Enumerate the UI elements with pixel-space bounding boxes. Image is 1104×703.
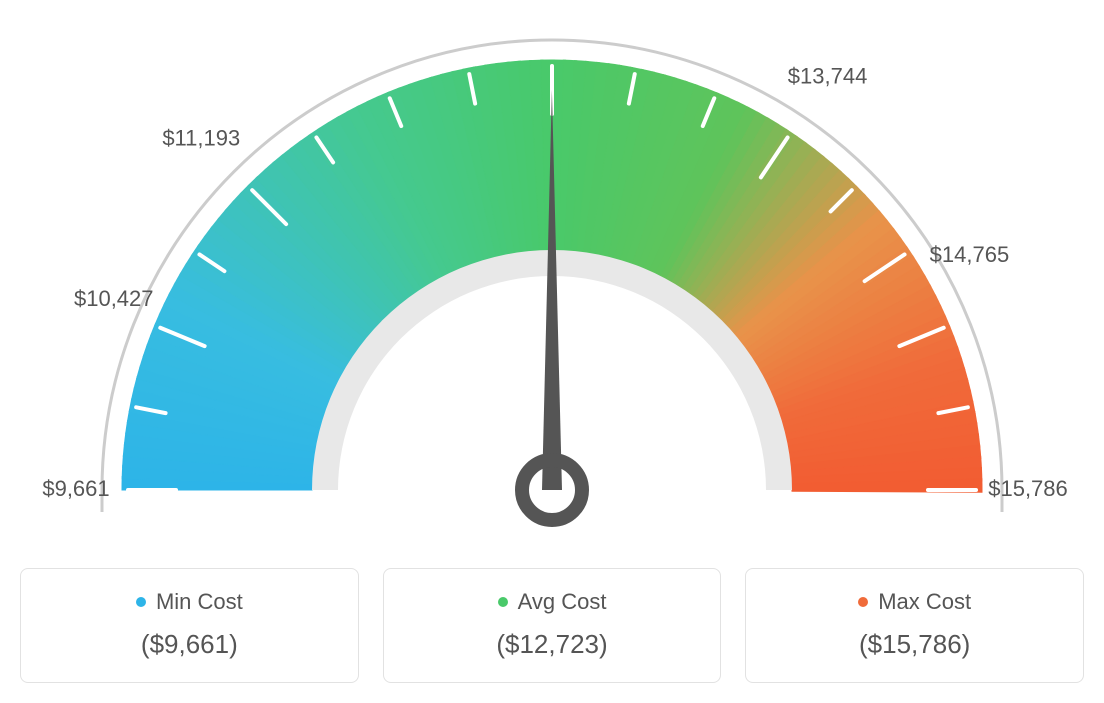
legend-max-dot (858, 597, 868, 607)
gauge-tick-label: $15,786 (988, 476, 1068, 501)
gauge-tick-label: $11,193 (162, 125, 240, 150)
legend-avg-dot (498, 597, 508, 607)
legend-max-label: Max Cost (878, 589, 971, 615)
legend-min-box: Min Cost ($9,661) (20, 568, 359, 683)
legend-max-box: Max Cost ($15,786) (745, 568, 1084, 683)
legend-avg-box: Avg Cost ($12,723) (383, 568, 722, 683)
gauge-tick-label: $9,661 (42, 476, 109, 501)
gauge-tick-label: $10,427 (74, 286, 154, 311)
legend-max-title: Max Cost (756, 589, 1073, 615)
legend-min-dot (136, 597, 146, 607)
legend-avg-label: Avg Cost (518, 589, 607, 615)
gauge-tick-label: $13,744 (788, 64, 868, 89)
legend-min-title: Min Cost (31, 589, 348, 615)
gauge-tick-label: $14,765 (930, 242, 1010, 267)
legend-avg-title: Avg Cost (394, 589, 711, 615)
gauge-svg: $9,661$10,427$11,193$12,723$13,744$14,76… (20, 20, 1084, 540)
legend-min-label: Min Cost (156, 589, 243, 615)
legend-row: Min Cost ($9,661) Avg Cost ($12,723) Max… (20, 568, 1084, 683)
legend-min-value: ($9,661) (31, 629, 348, 660)
gauge-chart: $9,661$10,427$11,193$12,723$13,744$14,76… (20, 20, 1084, 540)
legend-avg-value: ($12,723) (394, 629, 711, 660)
legend-max-value: ($15,786) (756, 629, 1073, 660)
